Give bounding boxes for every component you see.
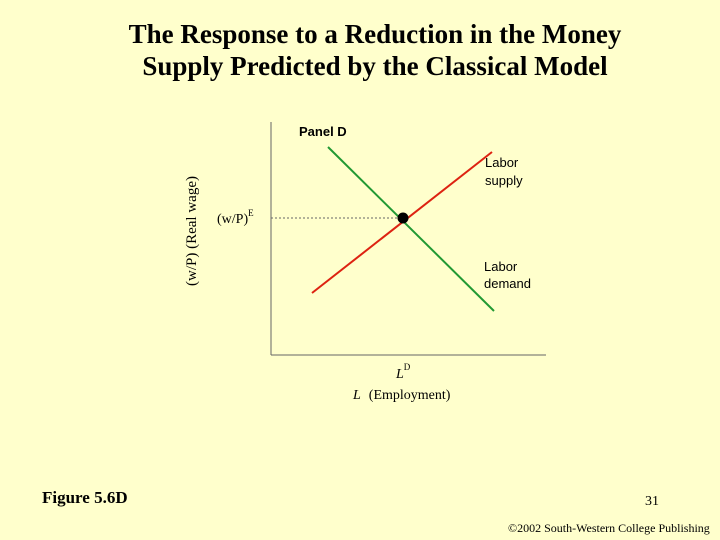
x-axis-label: L (Employment): [352, 388, 451, 403]
page-number: 31: [645, 494, 659, 509]
copyright-notice: ©2002 South-Western College Publishing: [508, 521, 710, 535]
title-line-1: The Response to a Reduction in the Money: [128, 19, 622, 49]
equilibrium-point: [397, 212, 409, 224]
equilibrium-wage-base: (w/P): [217, 212, 248, 227]
equilibrium-wage-label: (w/P)E: [217, 208, 254, 227]
labor-supply-label-1: Labor: [485, 155, 519, 170]
equilibrium-employment-base: L: [395, 367, 404, 382]
equilibrium-employment-sup: D: [404, 362, 411, 372]
figure-label: Figure 5.6D: [42, 488, 128, 507]
equilibrium-wage-sup: E: [248, 208, 254, 218]
labor-demand-label-1: Labor: [484, 259, 518, 274]
labor-supply-label-2: supply: [485, 173, 523, 188]
labor-demand-curve: [327, 146, 495, 312]
panel-label: Panel D: [299, 124, 347, 139]
x-axis-label-text: (Employment): [369, 388, 451, 403]
slide-title: The Response to a Reduction in the Money…: [0, 18, 720, 82]
equilibrium-employment-label: LD: [395, 362, 411, 382]
x-axis-label-symbol: L: [352, 388, 361, 403]
labor-demand-label-2: demand: [484, 276, 531, 291]
title-line-2: Supply Predicted by the Classical Model: [142, 51, 608, 81]
y-axis-label: (w/P) (Real wage): [184, 176, 200, 286]
